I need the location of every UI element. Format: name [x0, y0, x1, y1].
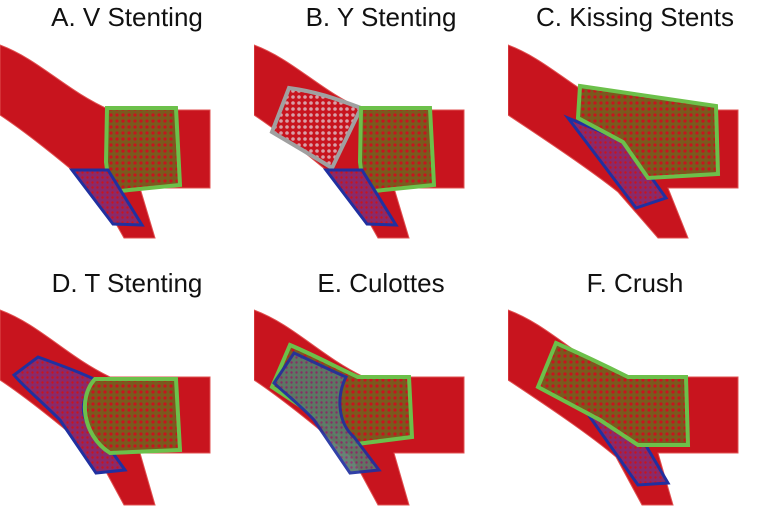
panel-title-b: B. Y Stenting [305, 2, 457, 32]
panel-title-a: A. V Stenting [51, 2, 203, 32]
panel-b-diagram [254, 44, 465, 239]
side-branch-stent [68, 168, 145, 227]
main-branch-stent [575, 83, 721, 181]
main-branch-stent [535, 340, 691, 447]
proximal-stent [269, 85, 364, 171]
panel-d-diagram [0, 309, 211, 506]
side-branch-stent [272, 351, 382, 475]
panel-title-d: D. T Stenting [51, 268, 203, 298]
side-branch-stent [322, 168, 399, 227]
panel-c-diagram [508, 44, 739, 239]
panel-a-diagram [0, 44, 211, 239]
panel-e-diagram [254, 309, 465, 506]
main-branch-stent [103, 106, 183, 195]
main-branch-stent [82, 377, 183, 456]
panel-f-diagram [508, 309, 739, 506]
panel-title-e: E. Culottes [317, 268, 445, 298]
main-branch-stent [357, 106, 437, 195]
panel-title-c: C. Kissing Stents [536, 2, 734, 32]
panel-title-f: F. Crush [586, 268, 684, 298]
